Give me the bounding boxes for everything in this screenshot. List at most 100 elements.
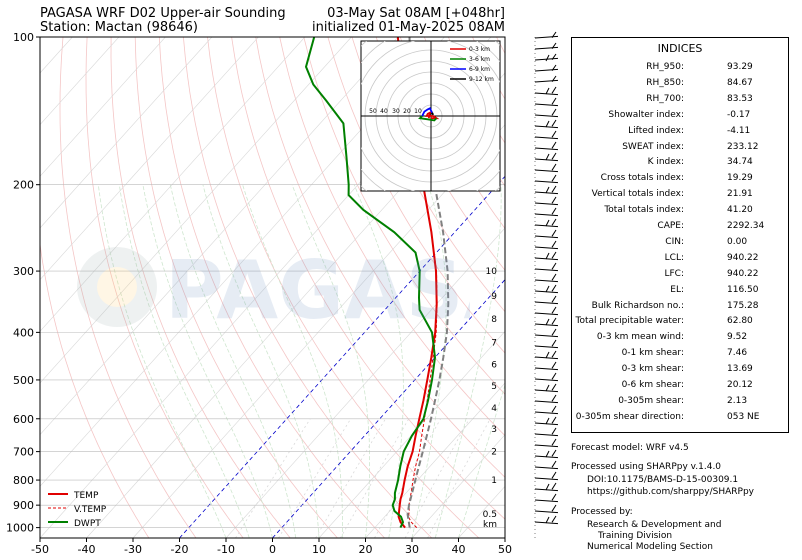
wind-barb [534, 169, 559, 173]
x-tick-label: 0 [269, 543, 276, 556]
index-value: 93.29 [727, 62, 753, 72]
legend: TEMP V.TEMP DWPT [48, 491, 107, 529]
wind-barb [534, 334, 559, 338]
index-value: 175.28 [727, 300, 759, 311]
legend-label: V.TEMP [74, 505, 107, 515]
hodograph-trace [431, 112, 435, 116]
height-label: 2 [491, 448, 497, 458]
isotherm-highlight [179, 175, 505, 538]
height-label: 8 [491, 315, 497, 325]
index-row: Lifted index: -4.11 [572, 126, 788, 141]
wind-barb-flag [551, 449, 557, 457]
series-v-temp [407, 184, 438, 528]
dry-adiabat [375, 37, 505, 271]
height-label: 10 [486, 267, 498, 277]
wind-barb [534, 246, 559, 250]
moist-adiabat [202, 184, 320, 538]
wind-barb-flag [545, 483, 550, 491]
wind-barb-flag [551, 163, 557, 171]
org-line-3: Numerical Modeling Section [587, 542, 714, 552]
index-value: 19.29 [727, 173, 753, 184]
wind-barb-flag [551, 482, 557, 490]
wind-barb-flag [551, 273, 557, 281]
moist-adiabat [434, 184, 502, 538]
wind-barb-flag [545, 153, 550, 161]
x-tick-label: -20 [171, 543, 189, 556]
dry-adiabat [183, 37, 433, 538]
wind-barb [534, 180, 559, 184]
wind-barb-flag [545, 120, 550, 128]
isotherm [40, 37, 166, 177]
index-value: 053 NE [727, 411, 760, 422]
index-label: RH_950: [646, 62, 684, 72]
hodograph-trace [418, 115, 438, 122]
index-row: EL: 116.50 [572, 285, 788, 300]
y-tick-label: 700 [13, 446, 34, 459]
index-value: 20.12 [727, 380, 753, 390]
mixing-ratio-line [278, 418, 352, 538]
isotherm [40, 37, 399, 436]
wind-barb [534, 367, 559, 371]
wind-barb-flag [551, 108, 557, 116]
wind-barb-flag [545, 450, 550, 458]
wind-barb [534, 136, 559, 140]
wind-barb-flag [551, 130, 557, 138]
index-label: EL: [670, 284, 684, 295]
legend-label: DWPT [74, 519, 101, 529]
isotherm [318, 330, 505, 538]
wind-barb [534, 400, 559, 404]
wind-barb-flag [551, 460, 557, 468]
dry-adiabat [134, 37, 338, 538]
wind-barb-flag [545, 417, 550, 425]
index-row: CAPE: 2292.34 [572, 221, 788, 236]
wind-barb-flag [551, 416, 557, 424]
index-label: 0-3 km shear: [621, 364, 684, 375]
x-tick-label: 50 [498, 543, 512, 556]
wind-barb-flag [551, 31, 557, 38]
index-row: Total precipitable water: 62.80 [572, 316, 788, 331]
index-row: Bulk Richardson no.: 175.28 [572, 301, 788, 316]
index-value: 116.50 [727, 284, 759, 295]
legend-label: TEMP [73, 491, 99, 501]
dry-adiabat [207, 37, 480, 538]
wind-barb-flag [551, 295, 557, 303]
index-value: 0.00 [727, 236, 748, 247]
y-tick-label: 900 [13, 499, 34, 512]
x-tick-label: -40 [78, 543, 96, 556]
index-label: CIN: [665, 236, 684, 247]
moist-adiabat [142, 184, 273, 538]
wind-barb-flag [551, 64, 557, 71]
index-value: 21.91 [727, 189, 753, 200]
indices-title: INDICES [657, 42, 703, 55]
index-row: 0-6 km shear: 20.12 [572, 380, 788, 395]
wind-barb-flag [545, 54, 550, 62]
hodograph-trace [421, 107, 433, 117]
mixing-ratio-line [235, 418, 311, 538]
wind-barb-flag [545, 186, 550, 194]
station-label: Station: Mactan (98646) [40, 20, 198, 35]
dry-adiabat [327, 37, 505, 354]
wind-barb [534, 345, 559, 349]
wind-barb-flag [551, 229, 557, 237]
index-label: Bulk Richardson no.: [591, 300, 684, 311]
wind-barb-flag [551, 383, 557, 391]
index-row: RH_950: 93.29 [572, 62, 788, 77]
index-label: Total totals index: [604, 205, 684, 216]
wind-barb [534, 79, 559, 83]
index-label: K index: [647, 157, 684, 168]
wind-barb-flag [551, 427, 557, 435]
wind-barb-flag [551, 240, 557, 248]
index-row: Showalter index: -0.17 [572, 110, 788, 125]
index-value: 9.52 [727, 332, 748, 343]
indices-panel: INDICES RH_950: 93.29 RH_850: 84.67 RH_700: 8… [571, 37, 789, 433]
wind-barb-flag [545, 384, 550, 392]
wind-barb [534, 114, 559, 118]
wind-barb-flag [551, 405, 557, 413]
wind-barb-flag [551, 471, 557, 479]
logo-sun [97, 267, 137, 307]
isotherm [0, 37, 26, 538]
index-label: 0-6 km shear: [621, 380, 684, 390]
wind-barb [534, 433, 559, 437]
index-row: Vertical totals index: 21.91 [572, 189, 788, 204]
index-row: 0-3 km mean wind: 9.52 [572, 332, 788, 347]
